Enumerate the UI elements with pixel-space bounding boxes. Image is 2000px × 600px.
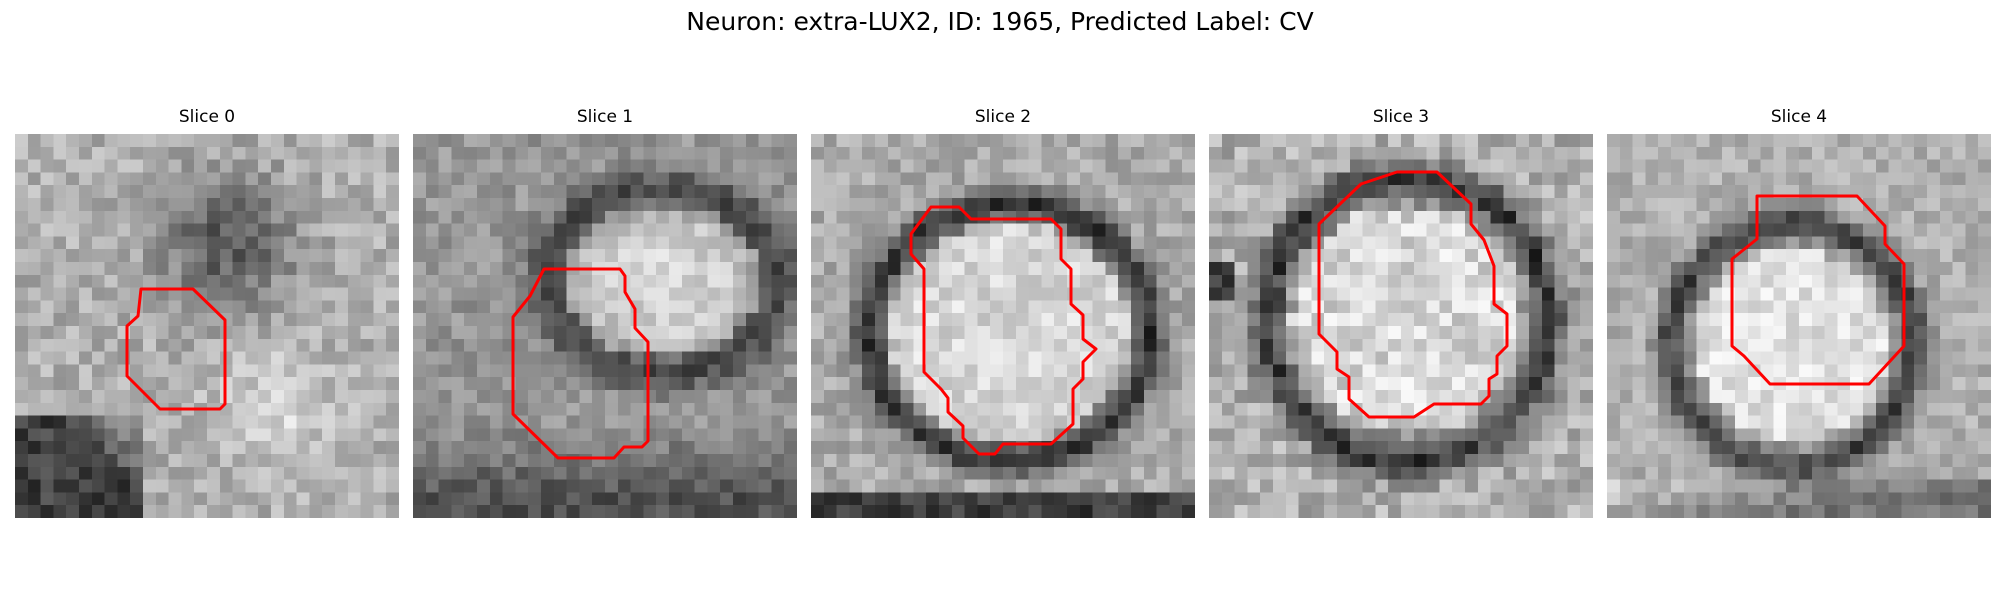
slice-image-3 [1209, 134, 1593, 518]
segmentation-contour-3 [1317, 170, 1509, 419]
slice-image-0 [15, 134, 399, 518]
slice-image-1 [413, 134, 797, 518]
slice-title-3: Slice 3 [1372, 107, 1430, 127]
slice-image-4 [1607, 134, 1991, 518]
segmentation-contour-4 [1730, 194, 1906, 386]
slice-title-0: Slice 0 [178, 107, 236, 127]
contour-outline-3 [1317, 170, 1509, 419]
figure-title: Neuron: extra-LUX2, ID: 1965, Predicted … [686, 7, 1314, 36]
contour-outline-0 [125, 287, 227, 411]
contour-outline-2 [909, 205, 1098, 456]
segmentation-contour-0 [125, 287, 227, 411]
segmentation-contour-1 [511, 267, 650, 460]
segmentation-contour-2 [909, 205, 1098, 456]
slice-title-2: Slice 2 [974, 107, 1032, 127]
slice-title-4: Slice 4 [1770, 107, 1828, 127]
slice-title-1: Slice 1 [576, 107, 634, 127]
slice-image-2 [811, 134, 1195, 518]
contour-outline-4 [1730, 194, 1906, 386]
contour-outline-1 [511, 267, 650, 460]
